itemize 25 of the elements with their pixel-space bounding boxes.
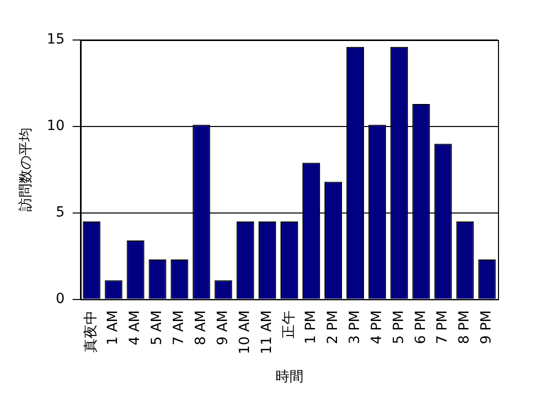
x-tick-label: 11 AM [258,310,275,354]
x-tick-label: 2 PM [324,310,341,344]
x-tick-label: 9 AM [215,310,232,346]
x-tick-label: 8 AM [193,310,210,346]
x-tick-label: 5 PM [390,310,407,344]
x-tick-label: 8 PM [456,310,473,344]
x-tick-label: 1 AM [105,310,122,346]
x-tick-label: 1 PM [302,310,319,344]
x-axis-title: 時間 [275,369,304,386]
x-tick-label: 7 PM [434,310,451,344]
x-tick-label: 10 AM [237,310,254,354]
x-tick-label: 正午 [280,310,297,338]
x-tick-label: 4 PM [368,310,385,344]
x-tick-label: 6 PM [412,310,429,344]
y-axis-title: 訪問数の平均 [18,128,34,212]
x-tick-label: 5 AM [149,310,166,346]
x-tick-label: 3 PM [346,310,363,344]
x-tick-label: 真夜中 [83,310,100,352]
y-tick-label: 10 [46,118,65,134]
y-tick-label: 15 [46,32,65,48]
y-tick-label: 0 [56,290,65,307]
x-tick-label: 7 AM [171,310,188,346]
x-tick-label: 9 PM [478,310,495,344]
y-tick-label: 5 [56,204,65,220]
x-tick-label: 4 AM [127,310,144,346]
